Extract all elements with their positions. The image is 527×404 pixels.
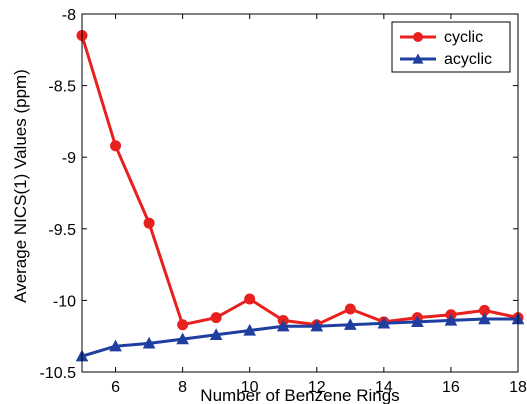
x-tick-label: 8 bbox=[178, 379, 187, 396]
data-point-acyclic bbox=[142, 336, 156, 349]
data-point-acyclic bbox=[377, 316, 391, 329]
x-tick-label: 14 bbox=[375, 379, 393, 396]
data-point-cyclic bbox=[244, 293, 256, 305]
legend: cyclic acyclic bbox=[391, 21, 511, 73]
y-tick-label: -10.5 bbox=[40, 365, 77, 382]
x-axis-title: Number of Benzene Rings bbox=[200, 386, 399, 404]
axes-layer: 6 8 10 12 14 16 18 -10.5 -10 -9.5 -9 -8.5 -8 bbox=[40, 7, 527, 396]
y-tick-label: -8.5 bbox=[48, 79, 76, 96]
plot-layer bbox=[75, 29, 525, 362]
data-point-acyclic bbox=[243, 323, 257, 336]
legend-box bbox=[391, 21, 511, 73]
data-point-cyclic bbox=[143, 217, 155, 229]
series-line-cyclic bbox=[80, 35, 519, 327]
legend-label-cyclic: cyclic bbox=[444, 29, 483, 46]
plot-frame bbox=[81, 13, 519, 373]
y-tick-label: -8 bbox=[62, 7, 76, 24]
data-point-acyclic bbox=[478, 312, 491, 325]
x-tick-label: 10 bbox=[241, 379, 259, 396]
data-point-acyclic bbox=[109, 339, 122, 352]
x-tick-label: 18 bbox=[509, 379, 527, 396]
data-point-acyclic bbox=[343, 318, 357, 330]
y-axis-title: Average NICS(1) Values (ppm) bbox=[11, 69, 30, 303]
data-point-acyclic bbox=[411, 315, 424, 328]
y-tick-label: -9.5 bbox=[48, 222, 76, 239]
y-tick-label: -9 bbox=[62, 150, 76, 167]
x-tick-label: 16 bbox=[442, 379, 460, 396]
data-point-cyclic bbox=[210, 312, 222, 324]
data-point-acyclic bbox=[176, 332, 189, 345]
data-point-acyclic bbox=[209, 328, 223, 340]
legend-marker-acyclic bbox=[412, 53, 424, 64]
data-point-acyclic bbox=[276, 319, 290, 332]
x-tick-label: 6 bbox=[111, 379, 120, 396]
y-tick-label: -10 bbox=[53, 293, 76, 310]
legend-marker-cyclic bbox=[413, 32, 423, 42]
data-point-cyclic bbox=[110, 140, 122, 152]
series-line-acyclic bbox=[81, 317, 518, 358]
data-point-acyclic bbox=[310, 319, 324, 332]
data-point-acyclic bbox=[444, 313, 458, 326]
x-tick-label: 12 bbox=[308, 379, 326, 396]
data-point-cyclic bbox=[177, 319, 189, 331]
legend-label-acyclic: acyclic bbox=[444, 51, 492, 68]
data-point-cyclic bbox=[344, 303, 356, 315]
